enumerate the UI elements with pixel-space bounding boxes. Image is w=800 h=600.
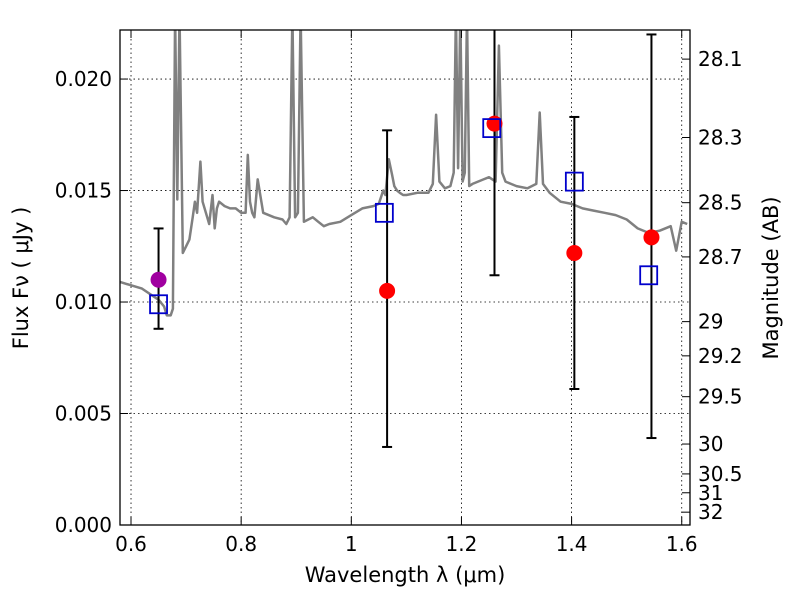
x-tick-label: 1.4 bbox=[556, 532, 588, 556]
y2-tick-label: 29 bbox=[698, 310, 723, 334]
observed-point bbox=[150, 271, 167, 288]
model-photometry-point bbox=[564, 171, 584, 192]
x-tick-label: 1.6 bbox=[666, 532, 698, 556]
x-axis-label: Wavelength λ (μm) bbox=[305, 563, 506, 587]
y2-tick-label: 28.5 bbox=[698, 191, 743, 215]
x-tick-label: 1.2 bbox=[446, 532, 478, 556]
y2-axis-label: Magnitude (AB) bbox=[759, 196, 783, 359]
model-photometry-point bbox=[149, 294, 168, 315]
y-tick-label: 0.010 bbox=[55, 290, 112, 314]
y2-tick-label: 28.3 bbox=[698, 125, 743, 149]
model-photometry-point bbox=[639, 265, 659, 286]
y2-tick-label: 31 bbox=[698, 481, 723, 505]
observed-point bbox=[643, 229, 660, 246]
y-tick-label: 0.000 bbox=[55, 513, 112, 537]
axes: 0.6 0.8 1 1.2 1.4 1.6 0.000 0.005 0.010 0.015 0.02… bbox=[55, 30, 743, 556]
y2-tick-label: 30.5 bbox=[698, 462, 743, 486]
y2-tick-label: 30 bbox=[698, 432, 723, 456]
model-photometry-point bbox=[374, 202, 394, 223]
plot-background bbox=[120, 30, 690, 525]
y2-tick-label: 32 bbox=[698, 500, 723, 524]
x-tick-label: 0.8 bbox=[225, 532, 257, 556]
x-tick-label: 0.6 bbox=[115, 532, 147, 556]
y2-tick-label: 29.5 bbox=[698, 385, 743, 409]
y-tick-label: 0.005 bbox=[55, 402, 112, 426]
y-axis-label: Flux Fν ( μJy ) bbox=[9, 207, 33, 350]
y2-tick-label: 28.7 bbox=[698, 245, 743, 269]
y-tick-label: 0.020 bbox=[55, 67, 112, 91]
plot-frame bbox=[119, 29, 691, 526]
x-tick-label: 1 bbox=[345, 532, 358, 556]
model-photometry-point bbox=[482, 118, 502, 139]
y2-tick-label: 29.2 bbox=[698, 344, 743, 368]
y2-tick-label: 28.1 bbox=[698, 47, 743, 71]
observed-point bbox=[379, 282, 396, 299]
y-tick-label: 0.015 bbox=[55, 179, 112, 203]
observed-point bbox=[566, 244, 583, 261]
data-points bbox=[149, 30, 660, 448]
